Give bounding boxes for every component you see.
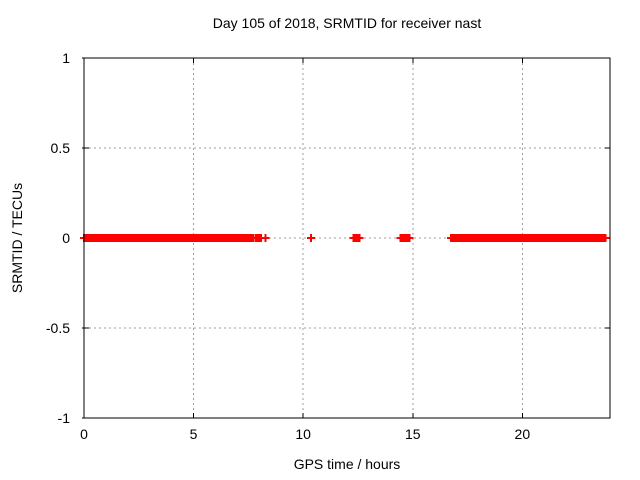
x-tick-label: 10: [295, 426, 311, 442]
plot-border: [83, 57, 611, 419]
y-tick-label: 0.5: [51, 140, 71, 156]
data-point: [310, 234, 313, 242]
data-segment: [83, 234, 254, 242]
data-segment: [352, 234, 361, 242]
y-tick-label: 0: [62, 230, 70, 246]
data-series: [80, 234, 610, 242]
x-tick-label: 20: [515, 426, 531, 442]
y-tick-label: -1: [58, 410, 71, 426]
data-point: [604, 234, 607, 242]
chart-title: Day 105 of 2018, SRMTID for receiver nas…: [212, 15, 482, 31]
data-segment: [449, 234, 605, 242]
tick-labels: 0 5 10 15 20 1 0.5 0 -0.5 -1: [46, 50, 530, 442]
x-tick-label: 15: [405, 426, 421, 442]
x-tick-label: 5: [190, 426, 198, 442]
data-segment: [399, 234, 411, 242]
x-tick-label: 0: [80, 426, 88, 442]
y-tick-label: 1: [62, 50, 70, 66]
x-axis-label: GPS time / hours: [293, 456, 401, 472]
y-tick-label: -0.5: [46, 320, 70, 336]
data-segment: [254, 234, 263, 242]
data-point: [264, 234, 267, 242]
